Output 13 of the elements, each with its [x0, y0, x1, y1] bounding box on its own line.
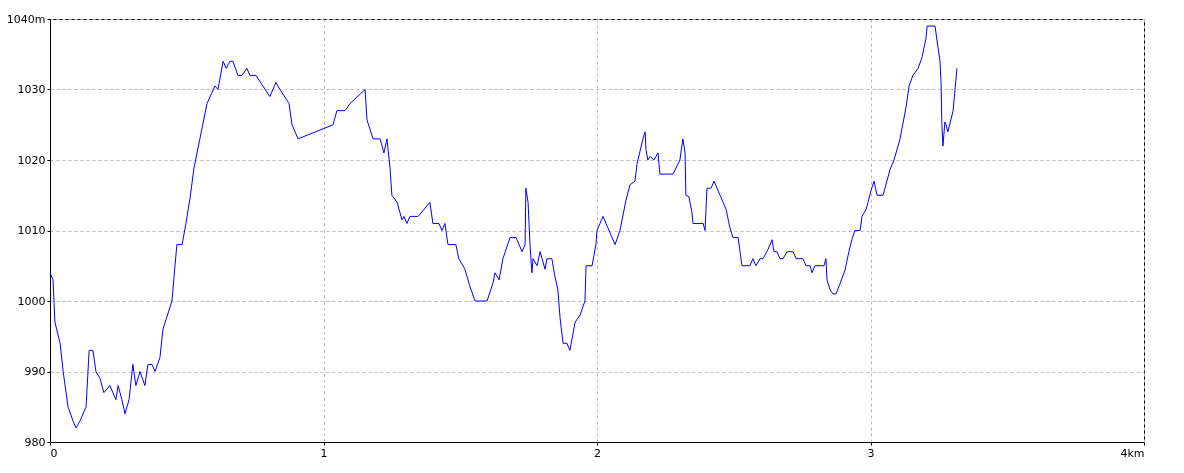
- y-tick-label: 1010: [17, 224, 46, 237]
- y-tick-label: 1000: [17, 294, 46, 308]
- x-tick-label: 3: [867, 446, 875, 460]
- y-tick-label: 1020: [17, 153, 46, 167]
- y-tick-label: 990: [24, 365, 46, 378]
- y-tick-label: 1040m: [6, 12, 46, 26]
- x-tick-label: 4km: [1120, 446, 1145, 460]
- line-series: [49, 25, 958, 429]
- y-tick-label: 1030: [17, 83, 46, 96]
- y-tick-label: 980: [24, 435, 46, 449]
- x-tick-label: 1: [320, 446, 328, 460]
- x-tick-label: 2: [594, 446, 601, 460]
- x-tick-label: 0: [50, 446, 58, 460]
